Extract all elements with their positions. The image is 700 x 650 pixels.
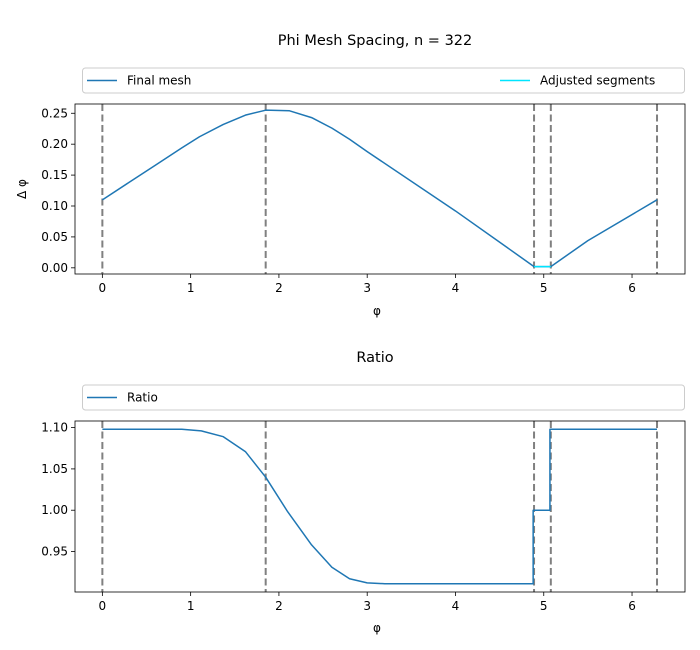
chart-panel-1: Phi Mesh Spacing, n = 322 0 1 2 3 4 5 6 0.00 0.05… [15,33,686,318]
plot-frame [74,103,686,275]
y-tick-label: 0.15 [41,168,68,182]
x-tick-label: 3 [363,599,371,613]
y-axis-label: Δ φ [15,179,29,199]
y-tick-label: 0.05 [41,230,68,244]
x-tick-label: 2 [275,599,283,613]
x-axis-label: φ [373,304,381,318]
legend-label: Adjusted segments [540,74,655,88]
series-line-ratio [102,428,658,585]
x-tick-label: 3 [363,281,371,295]
x-axis-label: φ [373,621,381,635]
plot-area [75,421,685,592]
legend-label: Final mesh [127,74,191,88]
plot-frame [74,420,686,593]
plot-area [75,104,685,274]
x-tick-label: 2 [275,281,283,295]
x-tick-label: 4 [452,281,460,295]
y-tick-label: 1.00 [41,503,68,517]
y-tick-label: 1.10 [41,421,68,435]
x-tick-label: 6 [628,281,636,295]
x-tick-label: 0 [99,281,107,295]
x-tick-label: 0 [99,599,107,613]
y-tick-label: 0.10 [41,199,68,213]
legend: Ratio [82,384,685,411]
legend-label: Ratio [127,391,158,405]
y-tick-label: 0.00 [41,261,68,275]
x-tick-label: 5 [540,281,548,295]
y-tick-label: 1.05 [41,462,68,476]
x-tick-label: 4 [452,599,460,613]
legend: Final mesh Adjusted segments [82,67,685,94]
chart-title: Phi Mesh Spacing, n = 322 [278,33,473,49]
x-tick-label: 6 [628,599,636,613]
x-tick-label: 1 [187,281,195,295]
y-tick-label: 0.20 [41,137,68,151]
chart-title: Ratio [356,350,393,366]
y-tick-label: 0.95 [41,545,68,559]
chart-panel-2: Ratio 0 1 2 3 4 5 6 0.95 1.00 1.05 1.10 φ Ratio [41,350,686,635]
x-tick-label: 5 [540,599,548,613]
legend-box [82,384,685,411]
x-tick-label: 1 [187,599,195,613]
legend-box [82,67,685,94]
y-tick-label: 0.25 [41,106,68,120]
